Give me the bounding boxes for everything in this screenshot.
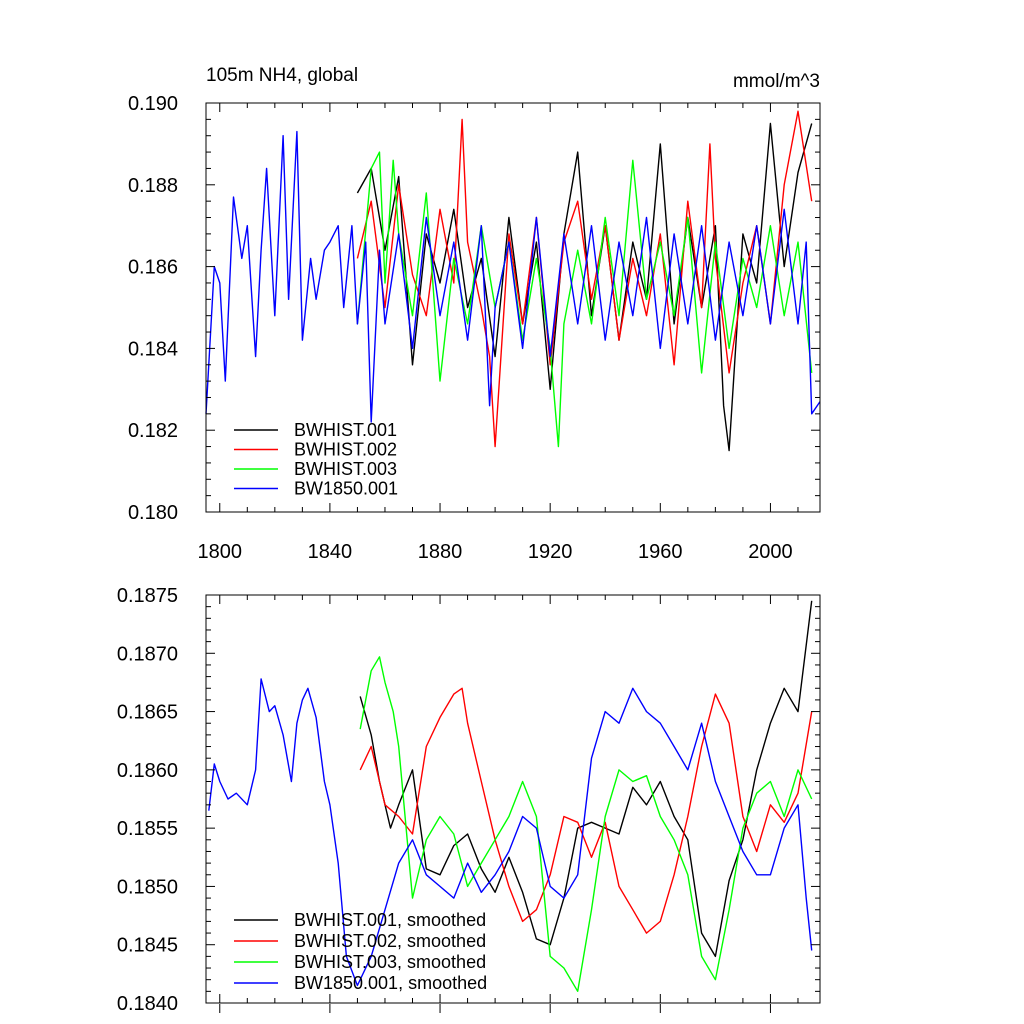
y-tick-label: 0.180 (128, 502, 178, 524)
series-line-1 (359, 600, 813, 958)
x-tick-label: 1880 (418, 541, 463, 563)
y-tick-label: 0.1875 (117, 585, 178, 607)
series-line-2 (359, 687, 813, 934)
x-axis: 1800 1840 1880 1920 1960 2000 (198, 103, 799, 563)
chart-title: 105m NH4, global (206, 65, 358, 86)
y-axis: 0.1840 0.1845 0.1850 0.1855 0.1860 0.1865 0.18… (117, 585, 820, 1015)
y-tick-label: 0.184 (128, 338, 178, 360)
y-tick-label: 0.182 (128, 420, 178, 442)
series-line-1 (356, 122, 813, 452)
y-tick-label: 0.188 (128, 175, 178, 197)
series-line-4 (205, 130, 821, 423)
legend-label-2: BWHIST.002 (294, 440, 397, 460)
legend-label-4: BW1850.001 (294, 479, 398, 499)
y-tick-label: 0.1850 (117, 876, 178, 898)
plot-frame (205, 594, 821, 1004)
x-tick-label: 1960 (638, 541, 683, 563)
y-tick-label: 0.1840 (117, 993, 178, 1015)
legend-label-2: BWHIST.002, smoothed (294, 931, 486, 951)
y-tick-label: 0.1865 (117, 702, 178, 724)
y-axis: 0.180 0.182 0.184 0.186 0.188 0.190 (128, 93, 820, 524)
plot-area (205, 110, 821, 452)
legend-label-3: BWHIST.003 (294, 459, 397, 479)
legend-label-3: BWHIST.003, smoothed (294, 952, 486, 972)
y-tick-label: 0.1870 (117, 643, 178, 665)
legend-label-1: BWHIST.001, smoothed (294, 910, 486, 930)
series-line-4 (208, 678, 813, 987)
y-tick-label: 0.1855 (117, 818, 178, 840)
y-tick-label: 0.1860 (117, 760, 178, 782)
chart-panel-1: 105m NH4, global mmol/m^3 1800 1840 1880 1920… (128, 65, 821, 563)
y-tick-label: 0.1845 (117, 935, 178, 957)
series-line-2 (356, 110, 813, 448)
legend-label-4: BW1850.001, smoothed (294, 973, 487, 993)
y-tick-label: 0.186 (128, 257, 178, 279)
units-label: mmol/m^3 (733, 71, 820, 92)
plot-frame (205, 102, 821, 513)
x-tick-label: 1920 (528, 541, 573, 563)
x-tick-label: 2000 (748, 541, 793, 563)
x-tick-label: 1800 (198, 541, 243, 563)
legend-label-1: BWHIST.001 (294, 420, 397, 440)
series-line-3 (356, 151, 813, 448)
y-tick-label: 0.190 (128, 93, 178, 115)
chart-panel-2: 0.1840 0.1845 0.1850 0.1855 0.1860 0.1865 0.18… (117, 585, 821, 1015)
x-axis (219, 595, 799, 1013)
x-tick-label: 1840 (308, 541, 353, 563)
plot-area (208, 600, 813, 992)
series-line-3 (359, 656, 813, 992)
